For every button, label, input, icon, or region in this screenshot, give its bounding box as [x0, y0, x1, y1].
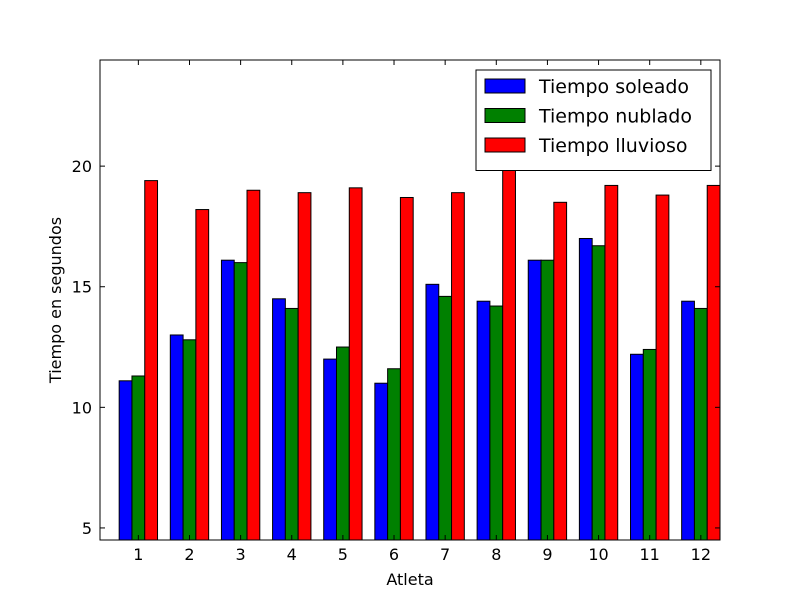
y-tick-label-10: 10: [72, 398, 92, 417]
bar-2-12: [693, 307, 708, 541]
legend-label-1: Tiempo soleado: [538, 76, 689, 98]
y-tick-label-20: 20: [72, 157, 92, 176]
bar-2-4: [284, 307, 299, 541]
bar-2-5: [335, 346, 350, 541]
bar-1-4: [272, 298, 286, 541]
x-tick-label-12: 12: [691, 545, 711, 564]
x-tick-label-10: 10: [588, 545, 608, 564]
bar-3-6: [399, 196, 414, 541]
bar-3-10: [604, 184, 619, 541]
plot-frame: [99, 59, 721, 541]
bar-1-12: [681, 300, 695, 541]
bar-3-3: [246, 189, 261, 541]
bar-2-10: [591, 245, 606, 541]
bar-3-2: [195, 209, 210, 541]
x-tick-label-11: 11: [640, 545, 660, 564]
legend-swatch-1: [484, 78, 526, 94]
x-tick-label-8: 8: [491, 545, 501, 564]
bar-1-1: [118, 380, 133, 541]
x-tick-label-5: 5: [338, 545, 348, 564]
x-tick-label-7: 7: [440, 545, 450, 564]
y-tick-label-5: 5: [82, 519, 92, 538]
bar-3-8: [502, 168, 516, 541]
bar-3-5: [348, 187, 363, 541]
y-tick-label-15: 15: [72, 278, 92, 297]
bar-1-6: [374, 382, 389, 541]
bar-3-11: [655, 194, 670, 541]
x-tick-label-3: 3: [236, 545, 246, 564]
bars-layer: [118, 168, 721, 541]
bar-2-2: [182, 339, 197, 541]
bar-3-1: [144, 180, 159, 541]
bar-3-7: [451, 192, 465, 541]
x-tick-label-6: 6: [389, 545, 399, 564]
bar-2-1: [131, 375, 146, 541]
bar-3-12: [706, 184, 721, 541]
x-tick-label-2: 2: [184, 545, 194, 564]
bar-1-10: [578, 237, 593, 541]
bar-2-8: [489, 305, 504, 541]
x-axis-label: Atleta: [386, 570, 433, 589]
bar-1-3: [220, 259, 235, 541]
legend: Tiempo soleado Tiempo nublado Tiempo lluvi…: [475, 69, 712, 171]
legend-label-2: Tiempo nublado: [538, 106, 692, 128]
x-tick-label-1: 1: [133, 545, 143, 564]
bar-1-8: [476, 300, 491, 541]
bar-1-11: [630, 353, 644, 541]
legend-swatch-3: [484, 137, 526, 153]
y-axis-label: Tiempo en segundos: [46, 217, 65, 384]
bar-2-3: [233, 262, 248, 541]
bar-2-7: [438, 295, 453, 541]
legend-label-3: Tiempo lluvioso: [538, 135, 688, 157]
bar-1-9: [527, 259, 542, 541]
bar-1-5: [323, 358, 337, 541]
bar-2-11: [642, 348, 657, 541]
bar-1-7: [425, 283, 440, 541]
bar-1-2: [169, 334, 184, 541]
x-tick-label-9: 9: [542, 545, 552, 564]
bar-2-9: [540, 259, 555, 541]
bar-2-6: [387, 368, 401, 541]
bar-3-9: [553, 201, 568, 541]
bar-3-4: [297, 192, 312, 541]
x-tick-label-4: 4: [287, 545, 297, 564]
legend-swatch-2: [484, 108, 526, 123]
